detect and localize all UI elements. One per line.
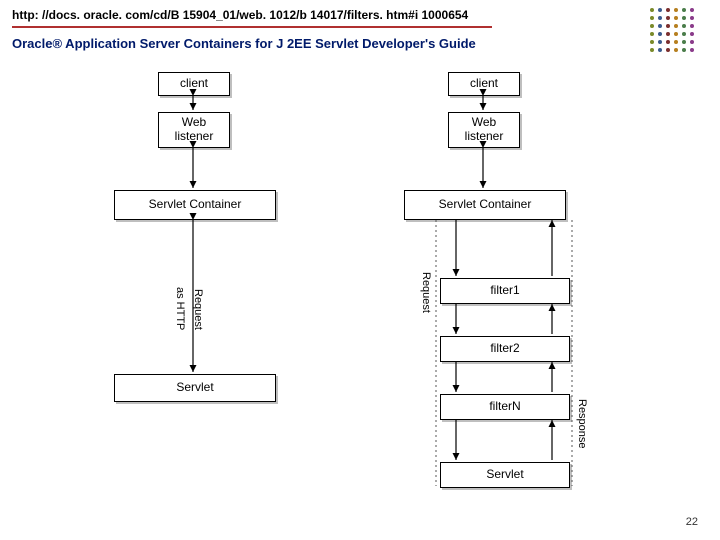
right-servlet-box: Servlet <box>440 462 570 488</box>
decorative-dot-grid <box>648 6 696 54</box>
right-web-listener-box: Web listener <box>448 112 520 148</box>
left-as-http-label: as HTTP <box>174 254 186 364</box>
right-request-label: Request <box>420 242 432 342</box>
filter-diagram: client Web listener Servlet Container Se… <box>0 72 720 522</box>
right-client-box: client <box>448 72 520 96</box>
left-client-box: client <box>158 72 230 96</box>
left-servlet-box: Servlet <box>114 374 276 402</box>
page-number: 22 <box>686 516 698 528</box>
left-request-label: Request <box>192 254 204 364</box>
page-title: Oracle® Application Server Containers fo… <box>12 36 708 51</box>
right-servlet-container-box: Servlet Container <box>404 190 566 220</box>
source-url[interactable]: http: //docs. oracle. com/cd/B 15904_01/… <box>12 8 492 28</box>
left-web-listener-box: Web listener <box>158 112 230 148</box>
right-response-label: Response <box>576 374 588 474</box>
diagram-arrows <box>0 72 720 522</box>
right-filter2-box: filter2 <box>440 336 570 362</box>
right-filter1-box: filter1 <box>440 278 570 304</box>
left-servlet-container-box: Servlet Container <box>114 190 276 220</box>
right-filterN-box: filterN <box>440 394 570 420</box>
